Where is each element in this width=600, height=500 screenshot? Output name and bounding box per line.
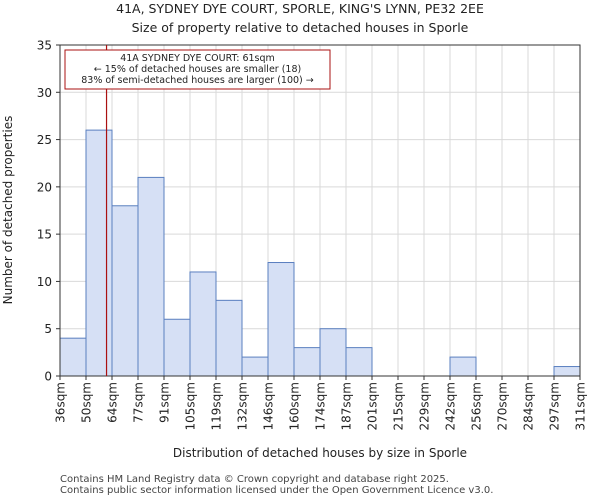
- y-axis-label: Number of detached properties: [1, 116, 15, 305]
- x-tick-label-132sqm: 132sqm: [236, 382, 250, 430]
- y-tick-label-15: 15: [37, 228, 52, 242]
- x-tick-label-36sqm: 36sqm: [54, 382, 68, 423]
- x-tick-labels: 36sqm 50sqm 64sqm 77sqm 91sqm 105sqm 119sqm 132…: [54, 376, 588, 430]
- annotation-line-2: ← 15% of detached houses are smaller (18…: [94, 64, 301, 75]
- annotation-line-3: 83% of semi-detached houses are larger (…: [81, 75, 314, 86]
- x-tick-label-201sqm: 201sqm: [366, 382, 380, 430]
- y-tick-label-0: 0: [44, 370, 52, 384]
- x-tick-label-160sqm: 160sqm: [288, 382, 302, 430]
- footer-line-1: Contains HM Land Registry data © Crown c…: [60, 474, 449, 485]
- bar-64sqm: [111, 205, 139, 377]
- bar-105sqm: [189, 271, 217, 377]
- annotation-box: 41A SYDNEY DYE COURT: 61sqm ← 15% of det…: [64, 49, 331, 90]
- x-tick-label-50sqm: 50sqm: [80, 382, 94, 423]
- chart-subtitle: Size of property relative to detached ho…: [132, 20, 469, 35]
- y-tick-label-20: 20: [37, 180, 52, 194]
- bar-132sqm: [241, 356, 269, 377]
- x-tick-label-270sqm: 270sqm: [496, 382, 510, 430]
- x-tick-label-242sqm: 242sqm: [444, 382, 458, 430]
- x-tick-label-174sqm: 174sqm: [314, 382, 328, 430]
- x-tick-label-105sqm: 105sqm: [184, 382, 198, 430]
- y-tick-label-5: 5: [44, 322, 52, 336]
- bar-91sqm: [163, 318, 191, 377]
- x-tick-label-64sqm: 64sqm: [106, 382, 120, 423]
- x-tick-label-77sqm: 77sqm: [132, 382, 146, 423]
- bar-187sqm: [345, 347, 373, 377]
- bar-174sqm: [319, 328, 347, 377]
- y-tick-label-25: 25: [37, 133, 52, 147]
- bars: [59, 129, 581, 377]
- x-tick-label-311sqm: 311sqm: [574, 382, 588, 430]
- bar-36sqm: [59, 337, 87, 377]
- y-tick-labels: 0 5 10 15 20 25 30 35: [37, 39, 60, 384]
- x-tick-label-215sqm: 215sqm: [392, 382, 406, 430]
- y-tick-label-30: 30: [37, 86, 52, 100]
- x-tick-label-119sqm: 119sqm: [210, 382, 224, 430]
- x-tick-label-297sqm: 297sqm: [548, 382, 562, 430]
- x-tick-label-91sqm: 91sqm: [158, 382, 172, 423]
- bar-146sqm: [267, 262, 295, 377]
- x-axis-label: Distribution of detached houses by size …: [173, 446, 467, 460]
- y-tick-label-35: 35: [37, 39, 52, 53]
- bar-297sqm: [553, 366, 581, 377]
- x-tick-label-187sqm: 187sqm: [340, 382, 354, 430]
- x-tick-label-284sqm: 284sqm: [522, 382, 536, 430]
- y-tick-label-10: 10: [37, 275, 52, 289]
- chart-title: 41A, SYDNEY DYE COURT, SPORLE, KING'S LY…: [116, 1, 484, 16]
- bar-242sqm: [449, 356, 477, 377]
- bar-119sqm: [215, 299, 243, 377]
- x-tick-label-146sqm: 146sqm: [262, 382, 276, 430]
- bar-160sqm: [293, 347, 321, 377]
- footer-line-2: Contains public sector information licen…: [60, 485, 494, 496]
- x-tick-label-256sqm: 256sqm: [470, 382, 484, 430]
- x-tick-label-229sqm: 229sqm: [418, 382, 432, 430]
- bar-77sqm: [137, 176, 165, 377]
- bar-50sqm: [85, 129, 113, 377]
- annotation-line-1: 41A SYDNEY DYE COURT: 61sqm: [120, 53, 275, 64]
